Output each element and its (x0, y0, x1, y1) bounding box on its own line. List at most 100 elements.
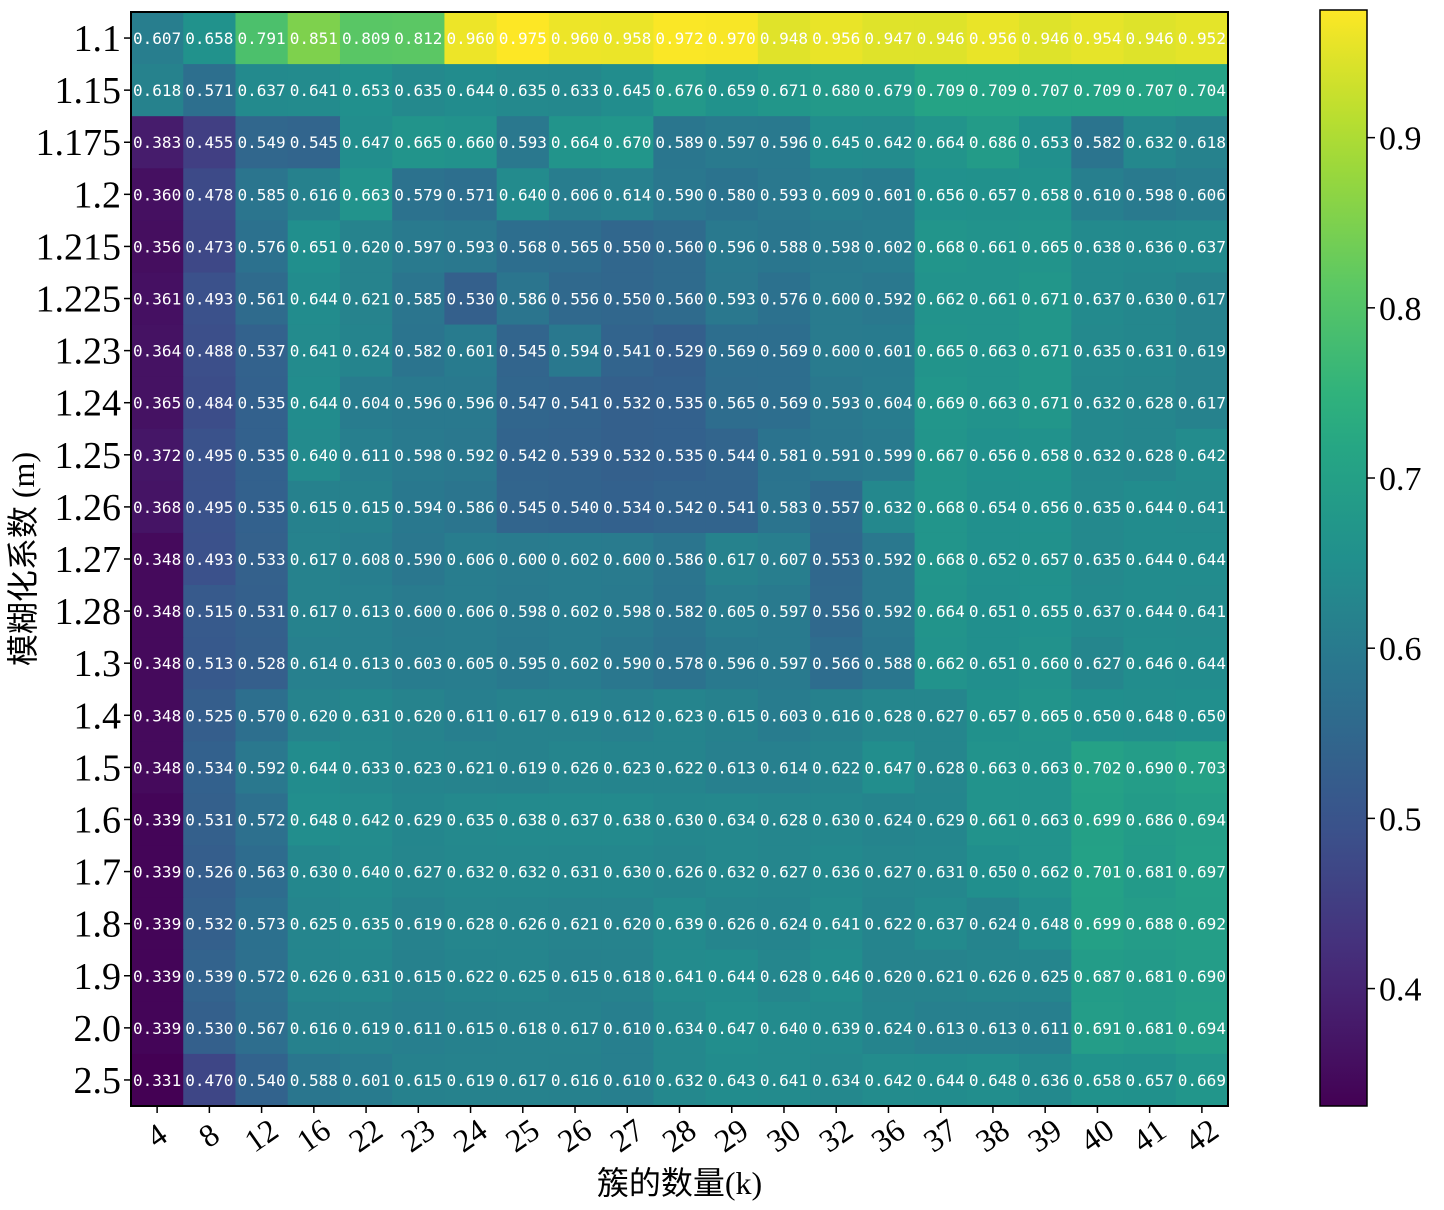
cell-value-label: 0.590 (394, 550, 442, 569)
cell-value-label: 0.651 (969, 602, 1017, 621)
cell-value-label: 0.614 (290, 654, 338, 673)
heatmap-cell (548, 272, 602, 326)
x-tick-label: 16 (290, 1111, 337, 1159)
cell-value-label: 0.624 (342, 342, 390, 361)
heatmap-cell (862, 220, 916, 274)
heatmap-cell (287, 532, 341, 586)
cell-value-label: 0.703 (1178, 758, 1226, 777)
heatmap-cell (131, 168, 184, 221)
heatmap-cell (862, 949, 916, 1003)
cell-value-label: 0.954 (1073, 29, 1121, 48)
heatmap-cell (444, 897, 498, 951)
heatmap-cell (496, 116, 550, 169)
heatmap-cell (287, 428, 341, 482)
cell-value-label: 0.641 (655, 967, 703, 986)
x-tick-label: 40 (1073, 1111, 1120, 1159)
cell-value-label: 0.598 (1126, 185, 1174, 204)
heatmap-cell (601, 793, 654, 847)
cell-value-label: 0.493 (185, 290, 233, 309)
heatmap-cell (1071, 220, 1125, 274)
heatmap-cell (1123, 272, 1177, 326)
cell-value-label: 0.586 (446, 498, 494, 517)
cell-value-label: 0.644 (290, 758, 338, 777)
heatmap-cell (810, 168, 863, 221)
cell-value-label: 0.534 (603, 498, 651, 517)
heatmap-cell (705, 324, 759, 378)
colorbar-tick-label: 0.4 (1379, 972, 1422, 1009)
y-tick-label: 1.5 (74, 747, 122, 789)
heatmap-cell (235, 64, 289, 117)
cell-value-label: 0.960 (446, 29, 494, 48)
heatmap-cell (548, 741, 602, 795)
x-tick-label: 42 (1178, 1111, 1225, 1159)
cell-value-label: 0.572 (238, 810, 286, 829)
colorbar-tick-label: 0.6 (1379, 631, 1422, 668)
heatmap-cell (339, 689, 393, 742)
cell-value-label: 0.635 (394, 81, 442, 100)
heatmap-cell (1123, 1053, 1177, 1107)
heatmap-cell (339, 793, 393, 847)
cell-value-label: 0.641 (1178, 602, 1226, 621)
cell-value-label: 0.586 (655, 550, 703, 569)
cell-value-label: 0.547 (499, 394, 547, 413)
heatmap-cell (287, 324, 341, 378)
cell-value-label: 0.331 (133, 1071, 181, 1090)
cell-value-label: 0.665 (1021, 706, 1069, 725)
heatmap-cell (131, 116, 184, 169)
y-tick-label: 1.9 (74, 956, 122, 998)
heatmap-cell (601, 12, 654, 65)
cell-value-label: 0.665 (394, 133, 442, 152)
heatmap-cell (653, 376, 707, 430)
cell-value-label: 0.566 (812, 654, 860, 673)
cell-value-label: 0.569 (708, 342, 756, 361)
cell-value-label: 0.632 (655, 1071, 703, 1090)
heatmap-cell (1175, 1001, 1229, 1055)
heatmap-cell (862, 897, 916, 951)
heatmap-cell (392, 168, 446, 221)
cell-value-label: 0.455 (185, 133, 233, 152)
cell-value-label: 0.580 (708, 185, 756, 204)
heatmap-cell (444, 949, 498, 1003)
heatmap-cell (653, 480, 707, 534)
cell-value-label: 0.614 (603, 185, 651, 204)
cell-value-label: 0.372 (133, 446, 181, 465)
cell-value-label: 0.635 (1073, 342, 1121, 361)
cell-value-label: 0.361 (133, 290, 181, 309)
heatmap-cell (914, 64, 968, 117)
cell-value-label: 0.593 (446, 237, 494, 256)
heatmap-cell (601, 585, 654, 638)
cell-value-label: 0.627 (864, 863, 912, 882)
heatmap-cell (810, 1001, 863, 1055)
cell-value-label: 0.637 (917, 915, 965, 934)
heatmap-cell (966, 949, 1020, 1003)
heatmap-cell (392, 272, 446, 326)
heatmap-cell (1019, 585, 1072, 638)
heatmap-cell (757, 1001, 811, 1055)
cell-value-label: 0.699 (1073, 810, 1121, 829)
cell-value-label: 0.610 (603, 1019, 651, 1038)
heatmap-cell (1071, 793, 1125, 847)
cell-value-label: 0.668 (917, 550, 965, 569)
cell-value-label: 0.339 (133, 863, 181, 882)
heatmap-cell (548, 428, 602, 482)
cell-value-label: 0.630 (290, 863, 338, 882)
heatmap-cell (914, 428, 968, 482)
heatmap-cell (287, 168, 341, 221)
cell-value-label: 0.948 (760, 29, 808, 48)
cell-value-label: 0.592 (238, 758, 286, 777)
heatmap-cell (1123, 585, 1177, 638)
heatmap-cell (1123, 949, 1177, 1003)
cell-value-label: 0.513 (185, 654, 233, 673)
heatmap-cell (1175, 741, 1229, 795)
heatmap-cell (862, 845, 916, 899)
heatmap-cell (914, 585, 968, 638)
heatmap-cell (810, 64, 863, 117)
cell-value-label: 0.565 (708, 394, 756, 413)
heatmap-cell (548, 1001, 602, 1055)
heatmap-cell (914, 741, 968, 795)
heatmap-cell (1071, 324, 1125, 378)
heatmap-cell (601, 689, 654, 742)
heatmap-cell (810, 324, 863, 378)
heatmap-cell (235, 116, 289, 169)
cell-value-label: 0.592 (864, 602, 912, 621)
